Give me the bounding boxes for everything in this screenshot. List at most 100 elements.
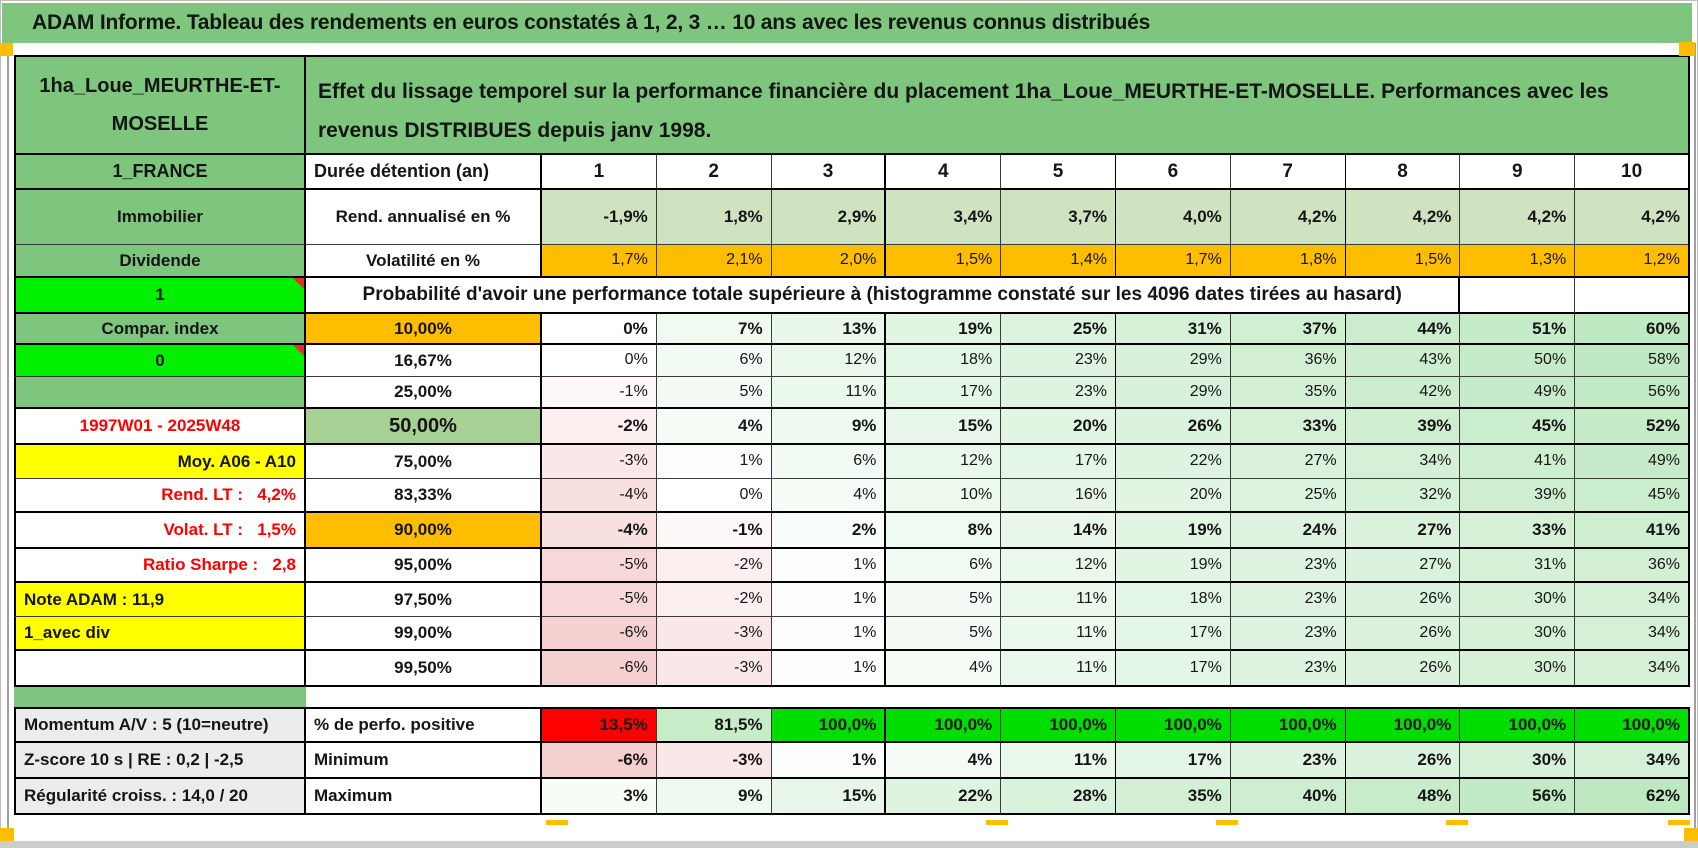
value-cell-p99-y5[interactable]: 11% xyxy=(1001,617,1116,651)
value-cell-p25-y7[interactable]: 35% xyxy=(1230,377,1346,409)
value-cell-p50-y7[interactable]: 33% xyxy=(1230,409,1346,445)
value-cell-min-y10[interactable]: 34% xyxy=(1575,743,1690,779)
duration-column-header[interactable]: 2 xyxy=(656,155,772,190)
row-label-p10[interactable]: Compar. index xyxy=(14,314,306,345)
duration-column-header[interactable]: 5 xyxy=(1001,155,1116,190)
value-cell-max-y10[interactable]: 62% xyxy=(1575,779,1690,815)
value-cell-p83-y10[interactable]: 45% xyxy=(1575,479,1690,513)
value-cell-min-y9[interactable]: 30% xyxy=(1460,743,1576,779)
value-cell-p75-y5[interactable]: 17% xyxy=(1001,445,1116,479)
value-cell-p95-y1[interactable]: -5% xyxy=(542,549,657,583)
threshold-label-p25[interactable]: 25,00% xyxy=(306,377,542,409)
threshold-label-perfo[interactable]: % de perfo. positive xyxy=(306,707,542,743)
threshold-label-p99[interactable]: 99,00% xyxy=(306,617,542,651)
value-cell-p16-y8[interactable]: 43% xyxy=(1345,345,1461,377)
value-cell-max-y6[interactable]: 35% xyxy=(1116,779,1231,815)
value-cell-perfo-y4[interactable]: 100,0% xyxy=(886,707,1002,743)
value-cell-rend-y6[interactable]: 4,0% xyxy=(1116,190,1231,245)
value-cell-p95-y3[interactable]: 1% xyxy=(771,549,887,583)
value-cell-p95-y6[interactable]: 19% xyxy=(1116,549,1231,583)
value-cell-p10-y1[interactable]: 0% xyxy=(542,314,657,345)
value-cell-p90-y3[interactable]: 2% xyxy=(771,513,887,549)
value-cell-p83-y4[interactable]: 10% xyxy=(886,479,1002,513)
value-cell-p50-y3[interactable]: 9% xyxy=(771,409,887,445)
value-cell-p99-y2[interactable]: -3% xyxy=(656,617,772,651)
value-cell-rend-y3[interactable]: 2,9% xyxy=(771,190,887,245)
value-cell-perfo-y3[interactable]: 100,0% xyxy=(771,707,887,743)
value-cell-max-y3[interactable]: 15% xyxy=(771,779,887,815)
value-cell-p90-y6[interactable]: 19% xyxy=(1116,513,1231,549)
value-cell-p975-y4[interactable]: 5% xyxy=(886,583,1002,617)
value-cell-max-y7[interactable]: 40% xyxy=(1230,779,1346,815)
duration-column-header[interactable]: 10 xyxy=(1575,155,1690,190)
value-cell-volat-y8[interactable]: 1,5% xyxy=(1345,245,1461,278)
value-cell-p975-y6[interactable]: 18% xyxy=(1116,583,1231,617)
value-cell-rend-y9[interactable]: 4,2% xyxy=(1460,190,1576,245)
value-cell-p10-y6[interactable]: 31% xyxy=(1116,314,1231,345)
bottom-scrollbar-strip[interactable] xyxy=(0,841,1698,848)
value-cell-volat-y2[interactable]: 2,1% xyxy=(656,245,772,278)
value-cell-p975-y2[interactable]: -2% xyxy=(656,583,772,617)
duration-column-header[interactable]: 3 xyxy=(771,155,887,190)
value-cell-min-y3[interactable]: 1% xyxy=(771,743,887,779)
row-label-p995[interactable] xyxy=(14,651,306,687)
value-cell-p16-y9[interactable]: 50% xyxy=(1460,345,1576,377)
value-cell-p975-y7[interactable]: 23% xyxy=(1230,583,1346,617)
value-cell-p90-y5[interactable]: 14% xyxy=(1001,513,1116,549)
value-cell-p50-y9[interactable]: 45% xyxy=(1460,409,1576,445)
value-cell-p25-y2[interactable]: 5% xyxy=(656,377,772,409)
value-cell-p50-y8[interactable]: 39% xyxy=(1345,409,1461,445)
value-cell-p16-y4[interactable]: 18% xyxy=(886,345,1002,377)
value-cell-min-y1[interactable]: -6% xyxy=(542,743,657,779)
row-label-min[interactable]: Z-score 10 s | RE : 0,2 | -2,5 xyxy=(14,743,306,779)
value-cell-p16-y3[interactable]: 12% xyxy=(771,345,887,377)
value-cell-p25-y1[interactable]: -1% xyxy=(542,377,657,409)
value-cell-perfo-y5[interactable]: 100,0% xyxy=(1001,707,1116,743)
value-cell-p10-y3[interactable]: 13% xyxy=(771,314,887,345)
value-cell-p90-y10[interactable]: 41% xyxy=(1575,513,1690,549)
value-cell-p95-y2[interactable]: -2% xyxy=(656,549,772,583)
value-cell-p10-y10[interactable]: 60% xyxy=(1575,314,1690,345)
value-cell-p99-y10[interactable]: 34% xyxy=(1575,617,1690,651)
value-cell-p25-y5[interactable]: 23% xyxy=(1001,377,1116,409)
threshold-label-p10[interactable]: 10,00% xyxy=(306,314,542,345)
threshold-label-min[interactable]: Minimum xyxy=(306,743,542,779)
duration-column-header[interactable]: 7 xyxy=(1230,155,1346,190)
value-cell-p95-y10[interactable]: 36% xyxy=(1575,549,1690,583)
value-cell-p995-y6[interactable]: 17% xyxy=(1116,651,1231,687)
value-cell-p90-y7[interactable]: 24% xyxy=(1230,513,1346,549)
duration-column-header[interactable]: 8 xyxy=(1345,155,1461,190)
value-cell-volat-y1[interactable]: 1,7% xyxy=(542,245,657,278)
value-cell-p83-y8[interactable]: 32% xyxy=(1345,479,1461,513)
value-cell-p99-y6[interactable]: 17% xyxy=(1116,617,1231,651)
row-label-p90[interactable]: Volat. LT : 1,5% xyxy=(14,513,306,549)
value-cell-rend-y5[interactable]: 3,7% xyxy=(1001,190,1116,245)
value-cell-p90-y2[interactable]: -1% xyxy=(656,513,772,549)
value-cell-perfo-y8[interactable]: 100,0% xyxy=(1345,707,1461,743)
value-cell-p975-y3[interactable]: 1% xyxy=(771,583,887,617)
value-cell-p75-y2[interactable]: 1% xyxy=(656,445,772,479)
threshold-label-p83[interactable]: 83,33% xyxy=(306,479,542,513)
value-cell-volat-y9[interactable]: 1,3% xyxy=(1460,245,1576,278)
empty-cell[interactable] xyxy=(1575,278,1690,314)
value-cell-p995-y5[interactable]: 11% xyxy=(1001,651,1116,687)
threshold-label-p95[interactable]: 95,00% xyxy=(306,549,542,583)
threshold-label-p75[interactable]: 75,00% xyxy=(306,445,542,479)
row-label-p95[interactable]: Ratio Sharpe : 2,8 xyxy=(14,549,306,583)
value-cell-p95-y8[interactable]: 27% xyxy=(1345,549,1461,583)
value-cell-p50-y6[interactable]: 26% xyxy=(1116,409,1231,445)
row-label-p99[interactable]: 1_avec div xyxy=(14,617,306,651)
value-cell-p975-y1[interactable]: -5% xyxy=(542,583,657,617)
value-cell-p90-y8[interactable]: 27% xyxy=(1345,513,1461,549)
row-label-p50[interactable]: 1997W01 - 2025W48 xyxy=(14,409,306,445)
value-cell-p10-y8[interactable]: 44% xyxy=(1345,314,1461,345)
value-cell-p10-y2[interactable]: 7% xyxy=(656,314,772,345)
probability-banner[interactable]: Probabilité d'avoir une performance tota… xyxy=(306,278,1461,314)
value-cell-p995-y2[interactable]: -3% xyxy=(656,651,772,687)
value-cell-p75-y9[interactable]: 41% xyxy=(1460,445,1576,479)
value-cell-rend-y10[interactable]: 4,2% xyxy=(1575,190,1690,245)
value-cell-p10-y4[interactable]: 19% xyxy=(886,314,1002,345)
value-cell-p50-y2[interactable]: 4% xyxy=(656,409,772,445)
value-cell-p83-y1[interactable]: -4% xyxy=(542,479,657,513)
row-label-perfo[interactable]: Momentum A/V : 5 (10=neutre) xyxy=(14,707,306,743)
